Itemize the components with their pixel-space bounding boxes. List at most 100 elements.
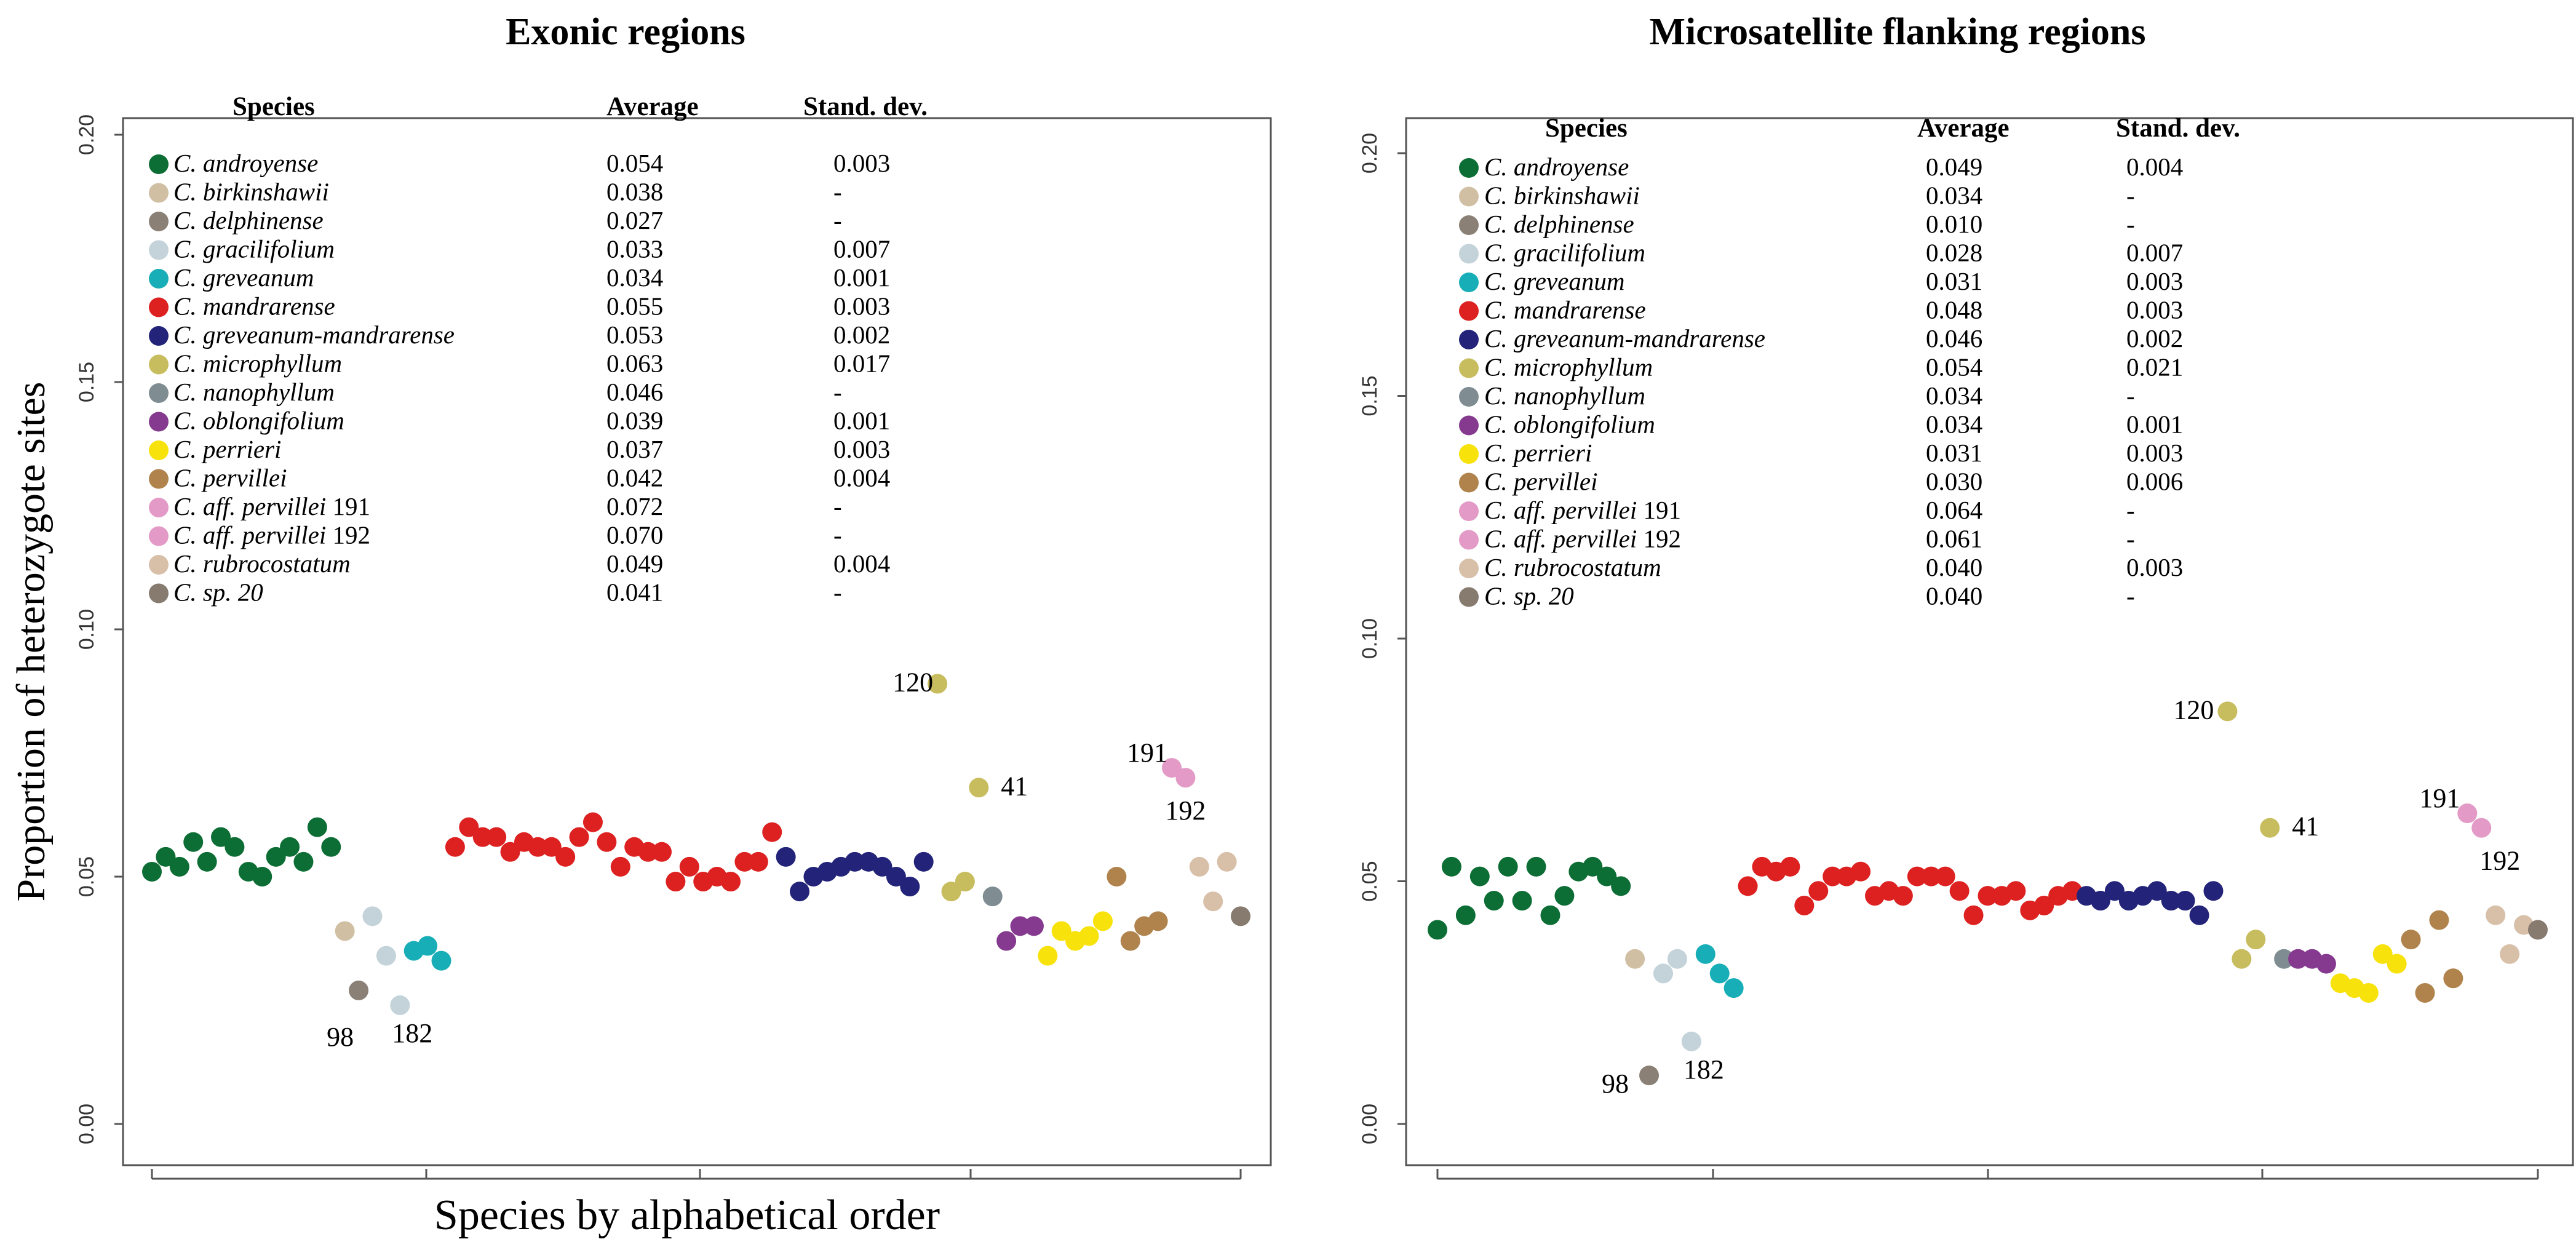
legend-marker <box>1459 301 1479 321</box>
data-point <box>2203 881 2224 901</box>
legend-average: 0.034 <box>1926 381 1982 410</box>
data-point <box>2401 930 2421 950</box>
point-label: 41 <box>1001 771 1028 801</box>
legend-species: C. greveanum-mandrarense <box>1484 324 1765 353</box>
data-point <box>362 906 383 926</box>
legend-header-stdev: Stand. dev. <box>2116 114 2240 143</box>
data-point <box>597 832 617 852</box>
data-point <box>156 847 176 867</box>
legend-species: C. sp. 20 <box>173 578 263 607</box>
y-tick-label: 0.00 <box>75 1104 98 1144</box>
data-point <box>1203 891 1223 912</box>
legend-marker <box>149 440 169 460</box>
data-point <box>1079 926 1099 946</box>
legend-header-species: Species <box>1545 114 1628 143</box>
legend-stdev: 0.007 <box>2126 239 2183 267</box>
point-label: 98 <box>1602 1069 1629 1099</box>
legend-average: 0.031 <box>1926 267 1982 295</box>
data-point <box>790 882 810 902</box>
legend-average: 0.010 <box>1926 210 1982 238</box>
x-axis <box>1436 1169 2539 1180</box>
point-annotations: 98 182 120 41 191 192 <box>327 667 1206 1051</box>
plot-frame <box>122 117 1272 1166</box>
data-point <box>2006 881 2026 901</box>
legend-marker <box>149 526 169 546</box>
data-point <box>1583 856 1603 877</box>
legend-average: 0.040 <box>1926 582 1982 610</box>
legend-species: C. perrieri <box>1484 439 1592 467</box>
data-point <box>1625 949 1645 969</box>
legend-species: C. gracilifolium <box>1484 239 1645 267</box>
legend-header-stdev: Stand. dev. <box>803 92 928 121</box>
legend-species: C. greveanum-mandrarense <box>173 321 455 349</box>
legend-species: C. delphinense <box>173 206 324 234</box>
legend-average: 0.039 <box>606 407 663 435</box>
data-point <box>2372 944 2393 964</box>
legend-marker <box>1459 358 1479 378</box>
legend-stdev: 0.004 <box>2126 153 2183 181</box>
y-tick-label: 0.10 <box>75 609 98 650</box>
legend-average: 0.049 <box>1926 153 1982 181</box>
legend-marker <box>149 583 169 604</box>
point-label: 120 <box>2173 695 2214 725</box>
legend-species: C. nanophyllum <box>1484 381 1645 410</box>
legend-species: C. pervillei <box>1484 468 1597 496</box>
data-point <box>418 936 438 956</box>
point-label: 191 <box>2419 783 2460 813</box>
point-label: 192 <box>1165 795 1206 826</box>
y-tick-label: 0.15 <box>1358 375 1381 416</box>
legend-stdev: - <box>2126 381 2135 410</box>
legend-average: 0.027 <box>606 206 663 234</box>
legend-species: C. nanophyllum <box>173 378 335 406</box>
data-point <box>1231 906 1250 926</box>
data-point <box>2034 895 2054 915</box>
data-point <box>541 837 562 857</box>
data-point <box>1428 920 1447 940</box>
data-point <box>1010 916 1030 936</box>
data-point <box>280 837 300 857</box>
chart-title: Microsatellite flanking regions <box>1649 11 2145 53</box>
data-point <box>941 882 961 902</box>
legend-average: 0.034 <box>1926 181 1982 210</box>
data-point <box>1723 978 1744 998</box>
legend-species: C. greveanum <box>1484 267 1624 295</box>
data-point <box>969 778 989 798</box>
data-point <box>2486 905 2506 925</box>
data-point <box>721 872 741 892</box>
data-point <box>982 886 1003 907</box>
data-point <box>1051 921 1071 941</box>
legend-average: 0.070 <box>606 521 663 549</box>
legend-stdev: 0.001 <box>833 263 890 292</box>
legend-average: 0.049 <box>606 549 663 578</box>
data-point <box>886 867 906 886</box>
data-point <box>293 851 314 872</box>
data-point <box>762 822 782 842</box>
legend-marker <box>1459 559 1479 578</box>
data-point <box>197 851 217 872</box>
data-point <box>1963 905 1984 925</box>
legend-stdev: 0.004 <box>833 549 890 578</box>
legend-stdev: 0.003 <box>2126 553 2183 581</box>
data-point <box>1189 856 1209 877</box>
y-tick-label: 0.20 <box>75 114 98 155</box>
legend-header-average: Average <box>1917 114 2010 143</box>
data-point <box>1823 866 1843 886</box>
legend-species: C. delphinense <box>1484 210 1634 238</box>
legend-stdev: - <box>2126 496 2135 524</box>
data-point <box>445 837 465 857</box>
legend-marker <box>149 469 169 489</box>
data-point <box>169 856 189 877</box>
legend-stdev: 0.003 <box>2126 267 2183 295</box>
data-point <box>1148 911 1168 931</box>
data-point <box>1709 963 1730 984</box>
data-point <box>472 827 493 847</box>
data-point <box>1738 876 1758 896</box>
data-point <box>459 817 479 837</box>
legend-stdev: - <box>2126 210 2135 238</box>
point-annotations: 98 182 120 41 191 192 <box>1602 695 2520 1099</box>
legend-stdev: 0.001 <box>2126 410 2183 439</box>
legend-stdev: 0.003 <box>2126 296 2183 324</box>
y-axis-label: Proportion of heterozygote sites <box>9 382 54 902</box>
legend-species: C. gracilifolium <box>173 235 335 263</box>
